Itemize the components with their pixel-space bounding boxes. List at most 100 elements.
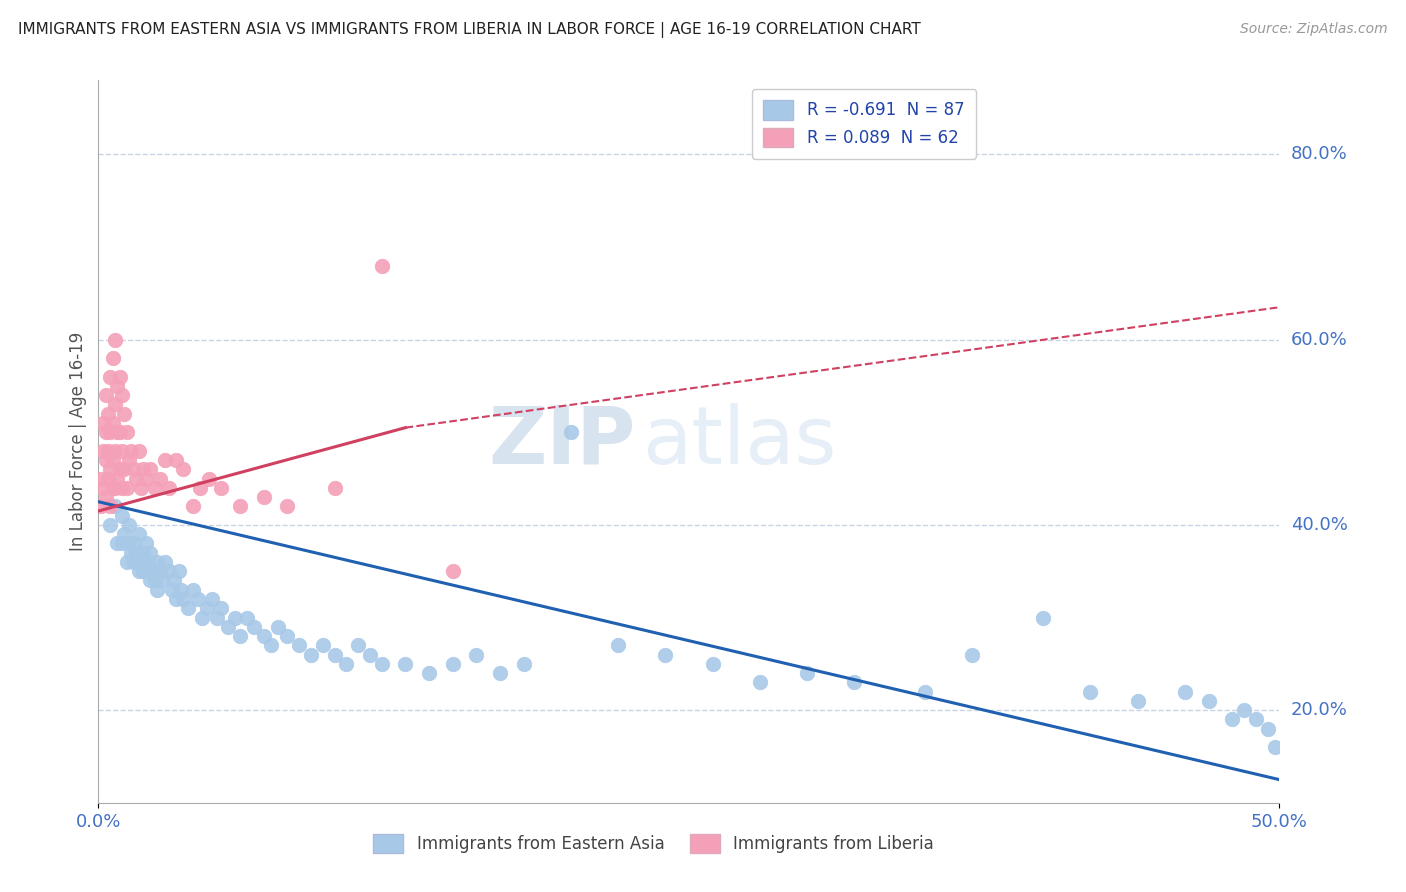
Point [101,453,124,467]
Point [139,462,162,476]
Point [125,472,148,486]
Point [112,527,135,541]
Point [160,582,183,597]
Point [253,490,276,504]
Point [167,564,190,578]
Text: ZIP: ZIP [488,402,636,481]
Point [165,592,187,607]
Point [108,369,131,384]
Point [1126,694,1149,708]
Point [844,675,866,690]
Point [229,629,252,643]
Point [441,564,464,578]
Point [136,555,159,569]
Point [150,574,173,588]
Point [1233,703,1256,717]
Point [172,462,194,476]
Point [1220,713,1243,727]
Point [1264,740,1286,755]
Point [209,601,232,615]
Text: 60.0%: 60.0% [1291,331,1347,349]
Point [104,397,127,411]
Point [236,610,259,624]
Text: Source: ZipAtlas.com: Source: ZipAtlas.com [1240,22,1388,37]
Point [157,564,180,578]
Point [654,648,676,662]
Y-axis label: In Labor Force | Age 16-19: In Labor Force | Age 16-19 [69,332,87,551]
Point [98,500,121,514]
Point [132,546,155,560]
Point [181,582,204,597]
Point [288,638,311,652]
Point [132,564,155,578]
Point [149,564,172,578]
Point [122,536,145,550]
Point [441,657,464,671]
Point [104,481,127,495]
Point [111,388,134,402]
Point [104,500,127,514]
Point [97,443,120,458]
Point [91,416,114,430]
Point [163,574,186,588]
Point [112,462,135,476]
Point [209,481,232,495]
Point [1244,713,1267,727]
Point [94,388,117,402]
Text: IMMIGRANTS FROM EASTERN ASIA VS IMMIGRANTS FROM LIBERIA IN LABOR FORCE | AGE 16-: IMMIGRANTS FROM EASTERN ASIA VS IMMIGRAN… [18,22,921,38]
Point [135,564,157,578]
Text: atlas: atlas [641,402,837,481]
Point [98,369,121,384]
Point [1198,694,1220,708]
Point [187,592,209,607]
Point [121,546,143,560]
Point [177,601,200,615]
Point [94,425,117,440]
Point [323,481,346,495]
Point [1032,610,1054,624]
Point [97,472,120,486]
Point [260,638,283,652]
Point [94,490,117,504]
Point [205,610,228,624]
Point [299,648,322,662]
Point [108,425,131,440]
Point [153,555,176,569]
Point [181,500,204,514]
Point [157,481,180,495]
Point [115,425,138,440]
Point [191,610,214,624]
Point [101,416,124,430]
Point [118,517,141,532]
Point [188,481,211,495]
Point [418,666,440,681]
Point [139,546,162,560]
Point [276,500,298,514]
Point [796,666,818,681]
Point [702,657,724,671]
Point [217,620,239,634]
Point [201,592,224,607]
Point [371,657,394,671]
Point [132,462,155,476]
Point [335,657,357,671]
Point [560,425,582,440]
Point [143,481,166,495]
Point [115,555,138,569]
Point [128,564,150,578]
Point [121,443,143,458]
Point [122,462,145,476]
Point [142,564,165,578]
Point [146,582,169,597]
Point [962,648,984,662]
Point [253,629,276,643]
Point [172,592,194,607]
Point [323,648,346,662]
Point [118,536,141,550]
Point [105,536,128,550]
Point [105,425,128,440]
Point [101,481,124,495]
Point [489,666,512,681]
Point [1174,684,1197,698]
Point [748,675,770,690]
